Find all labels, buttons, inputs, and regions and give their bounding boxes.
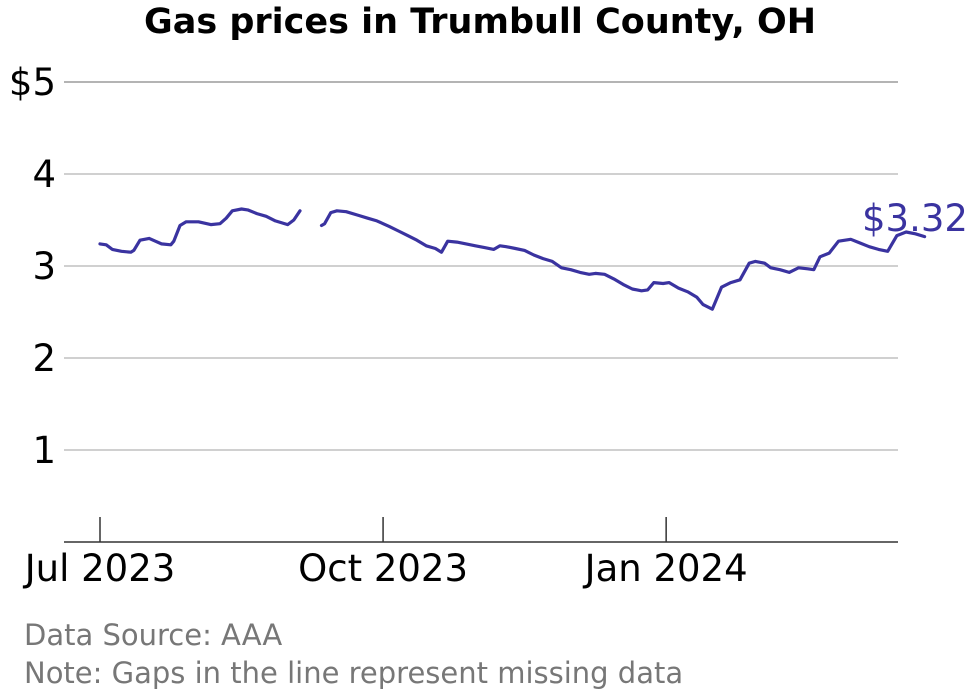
y-tick-label: 1 [32,429,56,472]
y-tick-label: 2 [32,337,56,380]
x-tick-label: Jan 2024 [583,547,748,590]
y-tick-label: 4 [32,153,56,196]
data-source-note: Data Source: AAA [24,618,283,652]
x-tick-label: Jul 2023 [23,547,176,590]
x-tick-label: Oct 2023 [298,547,468,590]
price-series [98,207,927,311]
y-tick-labels: 1 2 3 4 $5 [9,61,56,472]
y-tick-label: $5 [9,61,56,104]
line-chart: 1 2 3 4 $5 Jul 2023 Oct 2023 Jan 2024 $3.32 [9,61,968,590]
series-line-segment [319,209,927,311]
last-value-label: $3.32 [862,197,968,240]
x-axis-ticks: Jul 2023 Oct 2023 Jan 2024 [23,517,748,590]
chart-title: Gas prices in Trumbull County, OH [143,2,817,42]
missing-data-note: Note: Gaps in the line represent missing… [24,656,684,690]
y-tick-label: 3 [32,245,56,288]
series-line-segment [98,207,302,254]
gridlines [64,81,898,451]
